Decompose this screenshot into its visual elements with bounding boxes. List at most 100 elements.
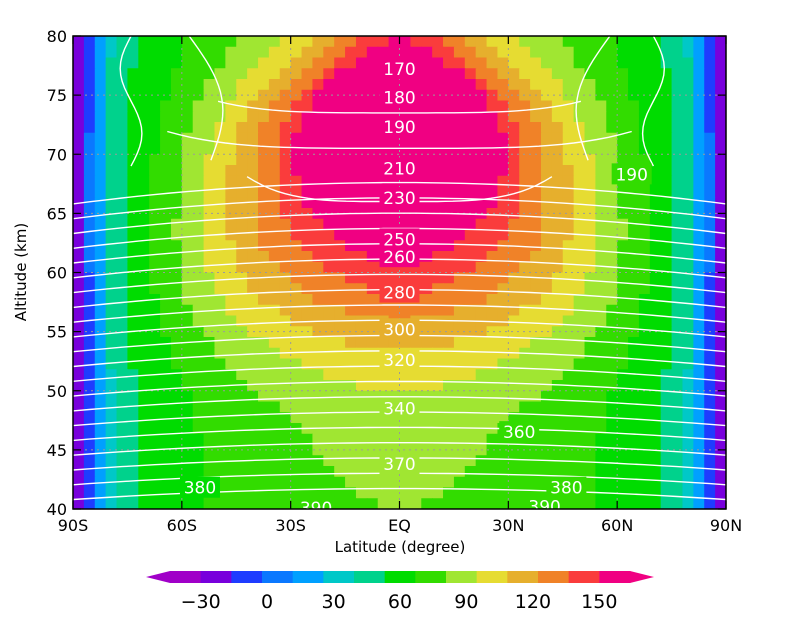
field-cell (671, 197, 684, 209)
field-cell (638, 433, 651, 446)
field-cell (355, 337, 368, 349)
field-cell (508, 57, 520, 69)
field-cell (486, 294, 499, 306)
y-tick-label: 60 (47, 264, 67, 283)
field-cell (649, 251, 662, 263)
field-cell (682, 294, 694, 306)
field-cell (258, 444, 270, 456)
field-cell (486, 132, 499, 145)
field-cell (160, 498, 172, 509)
field-cell (149, 358, 161, 370)
field-cell (606, 423, 618, 435)
field-cell (247, 197, 259, 209)
field-cell (323, 57, 335, 69)
field-cell (247, 175, 259, 188)
field-cell (464, 175, 477, 188)
field-cell (530, 304, 542, 317)
field-cell (105, 347, 118, 360)
field-cell (94, 229, 107, 241)
field-cell (453, 68, 466, 80)
field-cell (704, 132, 716, 145)
field-cell (453, 240, 466, 252)
field-cell (660, 79, 673, 91)
field-cell (258, 143, 270, 155)
field-cell (540, 57, 553, 69)
field-cell (355, 380, 368, 392)
field-cell (660, 401, 673, 413)
field-cell (453, 401, 466, 413)
field-cell (693, 165, 705, 177)
field-cell (301, 347, 314, 360)
field-cell (73, 46, 85, 59)
field-cell (236, 218, 248, 231)
field-cell (105, 57, 118, 69)
field-cell (192, 433, 205, 446)
field-cell (464, 36, 477, 48)
field-cell (138, 498, 150, 509)
field-cell (693, 154, 705, 166)
field-cell (268, 111, 281, 123)
field-cell (105, 358, 118, 370)
field-cell (628, 326, 640, 338)
field-cell (584, 186, 596, 198)
field-cell (236, 132, 248, 145)
field-cell (432, 358, 444, 370)
field-cell (399, 304, 411, 317)
field-cell (366, 304, 379, 317)
field-cell (715, 218, 726, 231)
field-cell (432, 68, 444, 80)
field-cell (562, 304, 575, 317)
field-cell (149, 466, 161, 478)
field-cell (279, 444, 292, 456)
field-cell (366, 433, 379, 446)
field-cell (170, 380, 183, 392)
field-cell (519, 68, 531, 80)
field-cell (584, 197, 596, 209)
field-cell (247, 433, 259, 446)
field-cell (268, 498, 281, 509)
field-cell (540, 165, 553, 177)
field-cell (617, 358, 629, 370)
field-cell (671, 240, 684, 252)
field-cell (432, 132, 444, 145)
field-cell (638, 111, 651, 123)
field-cell (258, 476, 270, 489)
field-cell (127, 165, 139, 177)
field-cell (345, 79, 357, 91)
contour-label-backing (499, 421, 540, 443)
field-cell (562, 68, 575, 80)
field-cell (127, 369, 139, 381)
field-cell (225, 175, 237, 188)
y-tick-label: 50 (47, 382, 67, 401)
field-cell (160, 466, 172, 478)
field-cell (432, 304, 444, 317)
field-cell (443, 197, 455, 209)
field-cell (334, 326, 346, 338)
field-cell (345, 401, 357, 413)
field-cell (519, 175, 531, 188)
field-cell (693, 304, 705, 317)
field-cell (595, 433, 607, 446)
colorbar-extend-high (630, 571, 654, 583)
field-cell (334, 79, 346, 91)
field-cell (432, 154, 444, 166)
field-cell (73, 229, 85, 241)
field-cell (247, 283, 259, 295)
field-cell (225, 57, 237, 69)
field-cell (258, 261, 270, 274)
field-cell (192, 79, 205, 91)
field-cell (105, 390, 118, 403)
field-cell (562, 283, 575, 295)
field-cell (94, 369, 107, 381)
field-cell (682, 412, 694, 424)
field-cell (94, 498, 107, 509)
field-cell (584, 165, 596, 177)
field-cell (628, 455, 640, 467)
field-cell (345, 229, 357, 241)
field-cell (301, 229, 314, 241)
field-cell (181, 380, 194, 392)
field-cell (366, 186, 379, 198)
field-cell (247, 154, 259, 166)
field-cell (693, 272, 705, 284)
field-cell (355, 466, 368, 478)
